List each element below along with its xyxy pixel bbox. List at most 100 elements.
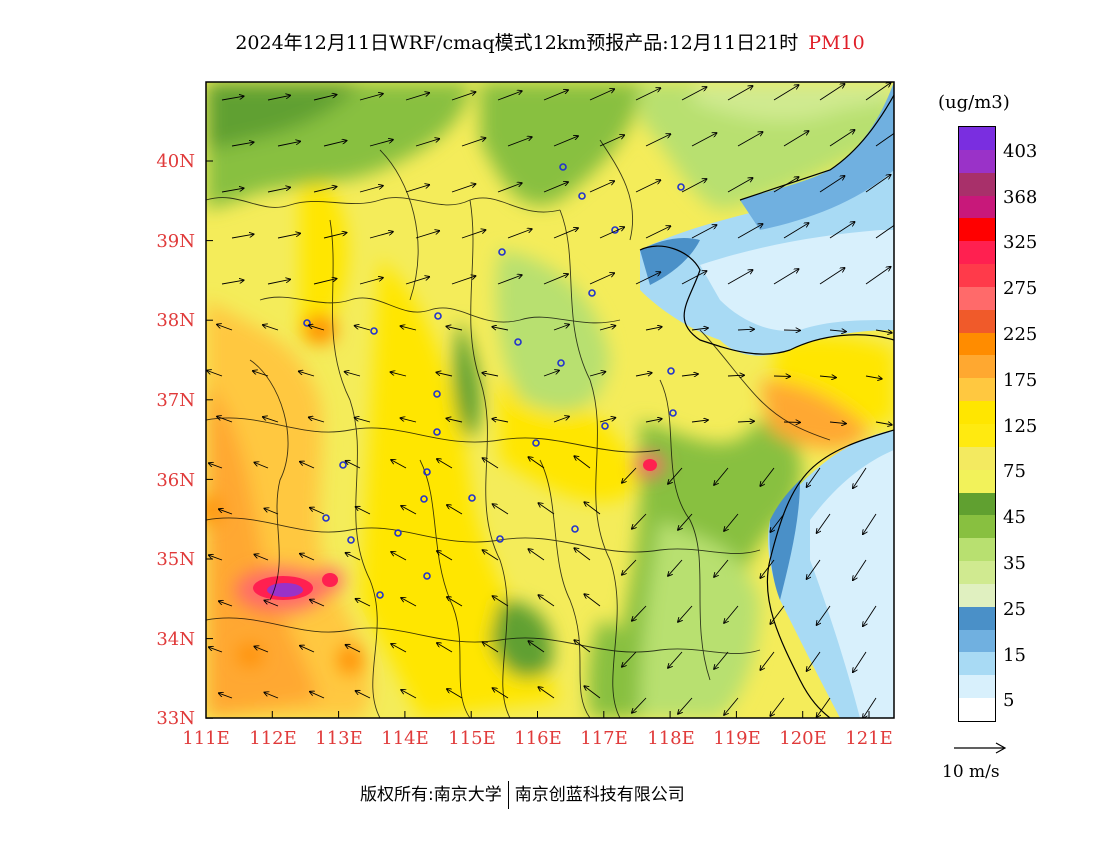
wind-vector [405, 277, 429, 285]
lat-label-38n: 38N [156, 310, 195, 331]
wind-vector [863, 697, 877, 718]
wind-vector [553, 136, 578, 147]
wind-vector [401, 326, 417, 331]
wind-vector [668, 651, 683, 668]
wind-vector [863, 605, 877, 626]
wind-vector [299, 371, 315, 377]
wind-vector [277, 233, 300, 239]
wind-vector [727, 178, 753, 193]
wind-vector [819, 84, 845, 101]
lat-label-34n: 34N [156, 629, 195, 650]
wind-vector [267, 279, 290, 285]
wind-vector [310, 508, 325, 515]
wind-vector [678, 697, 693, 714]
wind-vector [807, 651, 821, 671]
colorbar-segment [959, 309, 995, 333]
wind-vector [221, 96, 244, 101]
wind-vector [773, 269, 799, 285]
wind-vector [493, 504, 509, 515]
wind-vector [819, 176, 845, 193]
wind-vector [589, 273, 614, 285]
wind-vector [507, 229, 532, 239]
wind-vector [482, 373, 499, 377]
wind-vector [737, 421, 754, 422]
wind-vector [724, 605, 739, 623]
wind-vector [543, 90, 568, 101]
wind-vector [622, 559, 637, 575]
wind-vector [300, 554, 315, 561]
colorbar-segment [959, 264, 995, 287]
wind-vector [599, 326, 615, 331]
wind-vector [727, 270, 753, 285]
wind-vector [447, 597, 463, 607]
wind-vector [346, 461, 361, 469]
wind-vector [254, 647, 269, 653]
wind-vector [323, 233, 347, 239]
colorbar-segment [959, 286, 995, 310]
wind-vector [492, 327, 509, 331]
wind-vectors [207, 83, 894, 718]
wind-vector [691, 225, 717, 239]
wind-vector [391, 644, 407, 653]
wind-vector [632, 697, 647, 713]
colorbar-segment [959, 378, 995, 402]
wind-vector [528, 641, 545, 653]
wind-vector [437, 643, 453, 653]
colorbar-segment [959, 401, 995, 424]
wind-vector [483, 458, 499, 469]
wind-vector [760, 559, 775, 578]
wind-vector [553, 228, 578, 239]
colorbar-segment [959, 492, 995, 516]
wind-vector [875, 132, 894, 147]
wind-vector [737, 224, 763, 239]
wind-vector [369, 232, 393, 239]
wind-vector [645, 419, 662, 423]
wind-vector [209, 555, 223, 561]
wind-vector [359, 94, 383, 101]
wind-vector [451, 184, 476, 193]
wind-vector [219, 693, 233, 699]
wind-vector [599, 227, 624, 239]
wind-vector [263, 325, 279, 331]
wind-vector [681, 374, 698, 376]
wind-vector [401, 506, 417, 515]
wind-vector [645, 327, 662, 331]
wind-vector [300, 646, 315, 653]
wind-vector [737, 329, 754, 330]
wind-vector [219, 509, 233, 515]
wind-vector [493, 596, 509, 607]
wind-vector [356, 507, 371, 515]
wind-vector [865, 175, 891, 193]
colorbar-segment [959, 629, 995, 653]
wind-vector [267, 95, 290, 101]
colorbar-label: 225 [1003, 324, 1038, 345]
wind-vector [461, 230, 486, 239]
wind-vector [300, 462, 315, 469]
wind-vector [829, 130, 855, 147]
wind-vector [817, 605, 831, 625]
copyright-divider [507, 781, 509, 809]
wind-vector [622, 651, 637, 667]
wind-vector [401, 690, 417, 699]
wind-vector [875, 422, 892, 425]
wind-vector [635, 272, 660, 285]
colorbar-segment [959, 332, 995, 356]
colorbar [958, 126, 996, 722]
wind-vector [264, 601, 279, 607]
wind-vector [865, 376, 882, 379]
wind-vector [277, 141, 300, 147]
wind-vector [447, 505, 463, 515]
wind-vector [645, 134, 670, 147]
wind-vector [817, 513, 831, 533]
colorbar-label: 403 [1003, 141, 1038, 162]
wind-vector [231, 142, 254, 147]
wind-vector [645, 226, 670, 239]
wind-vector [727, 375, 744, 376]
wind-vector [346, 553, 361, 561]
colorbar-label: 125 [1003, 416, 1038, 437]
wind-vector [853, 559, 867, 580]
wind-vector [773, 85, 799, 101]
wind-scale-arrow [954, 742, 1007, 754]
wind-vector [310, 692, 325, 699]
